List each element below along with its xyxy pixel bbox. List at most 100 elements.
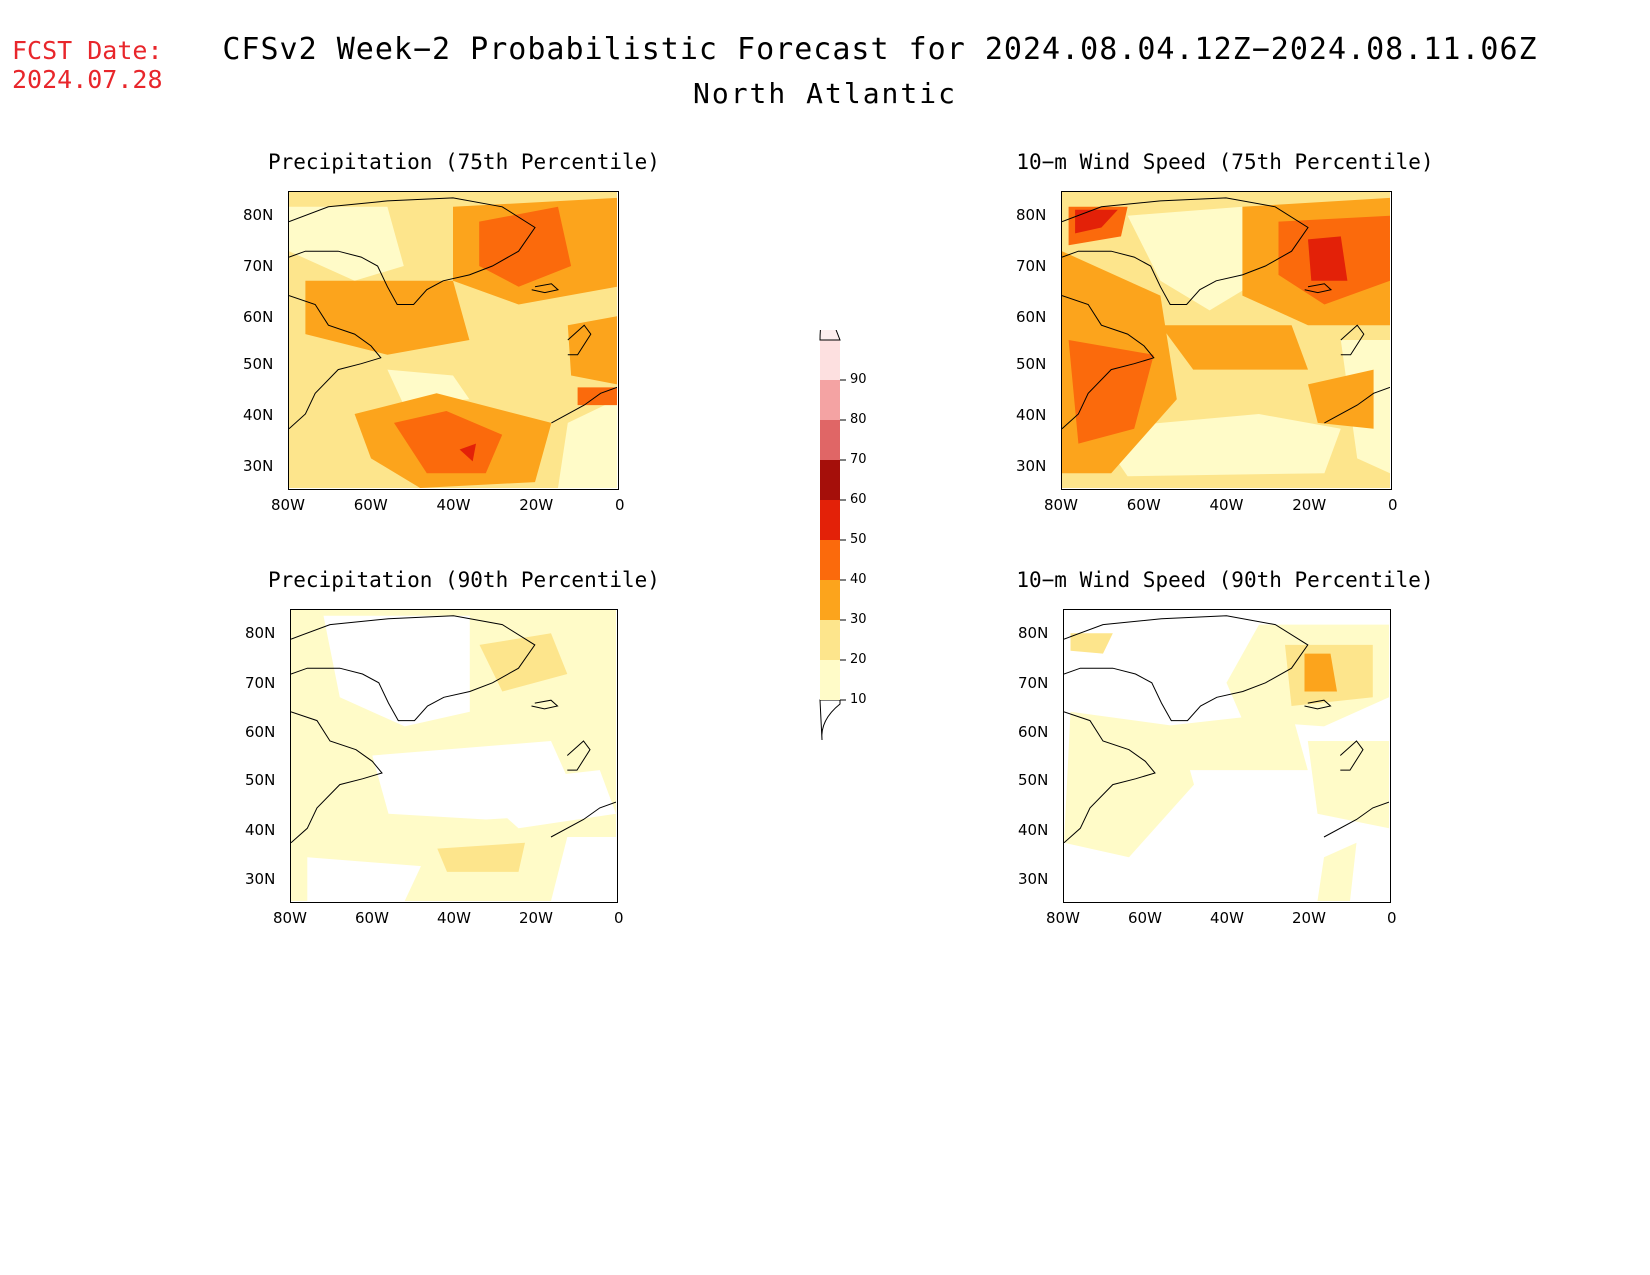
probability-contour — [479, 206, 572, 287]
colorbar-swatch — [820, 620, 840, 660]
coastline — [289, 197, 536, 305]
probability-contour — [437, 842, 525, 872]
probability-contour — [1075, 209, 1118, 234]
lat-tick-label: 80N — [1016, 205, 1047, 224]
coastline — [1062, 295, 1155, 430]
page-title: CFSv2 Week−2 Probabilistic Forecast for … — [222, 32, 1538, 67]
lat-tick-label: 30N — [245, 870, 276, 889]
probability-contour — [1304, 653, 1337, 692]
coastline — [1323, 801, 1389, 838]
field-graphic — [1062, 192, 1390, 488]
lat-tick-label: 30N — [243, 457, 274, 476]
probability-contour — [1308, 236, 1348, 281]
lat-tick-label: 30N — [1016, 457, 1047, 476]
probability-contour — [387, 369, 470, 406]
colorbar-swatch — [820, 420, 840, 460]
colorbar-swatch — [820, 460, 840, 500]
fcst-label: FCST Date: — [12, 36, 163, 65]
probability-contour — [1070, 633, 1113, 654]
lat-tick-label: 80N — [243, 205, 274, 224]
lon-tick-label: 80W — [1044, 496, 1078, 514]
lon-tick-label: 40W — [436, 496, 471, 514]
colorbar-level-label: 90 — [850, 372, 867, 387]
coastline — [567, 324, 592, 356]
map-wind-75 — [1061, 191, 1392, 490]
coastline — [566, 740, 591, 771]
lat-tick-label: 40N — [245, 820, 276, 839]
forecast-date-label: FCST Date: 2024.07.28 — [12, 36, 163, 94]
colorbar-level-label: 30 — [850, 612, 867, 627]
lat-tick-label: 40N — [1016, 406, 1047, 425]
lon-tick-label: 0 — [615, 496, 625, 514]
field-graphic — [1064, 610, 1389, 901]
panel-title-precip-90: Precipitation (90th Percentile) — [268, 568, 660, 592]
lon-tick-label: 20W — [1292, 909, 1326, 927]
coastline — [550, 801, 616, 838]
panel-title-wind-75: 10−m Wind Speed (75th Percentile) — [1016, 150, 1434, 174]
panel-title-precip-75: Precipitation (75th Percentile) — [268, 150, 660, 174]
fcst-date: 2024.07.28 — [12, 65, 163, 94]
colorbar — [808, 330, 868, 750]
colorbar-swatch — [820, 380, 840, 420]
lat-tick-label: 60N — [1016, 307, 1047, 326]
panel-title-wind-90: 10−m Wind Speed (90th Percentile) — [1016, 568, 1434, 592]
probability-contour — [1160, 325, 1308, 370]
lon-tick-label: 40W — [1210, 909, 1244, 927]
lat-tick-label: 80N — [1018, 623, 1049, 642]
probability-contour — [479, 633, 568, 692]
lon-tick-label: 80W — [1046, 909, 1080, 927]
lon-tick-label: 60W — [353, 496, 388, 514]
probability-contour — [1094, 414, 1341, 477]
probability-contour — [1317, 842, 1357, 901]
lat-tick-label: 60N — [243, 307, 274, 326]
coastline — [1340, 324, 1365, 356]
lat-tick-label: 60N — [1018, 723, 1049, 742]
lon-tick-label: 60W — [1128, 909, 1162, 927]
map-wind-90 — [1063, 609, 1391, 903]
lat-tick-label: 40N — [243, 406, 274, 425]
probability-contour — [469, 770, 616, 829]
probability-contour — [551, 837, 616, 901]
field-graphic — [289, 192, 617, 488]
lat-tick-label: 80N — [245, 623, 276, 642]
colorbar-level-label: 80 — [850, 412, 867, 427]
colorbar-swatch — [820, 580, 840, 620]
lat-tick-label: 40N — [1018, 820, 1049, 839]
colorbar-level-label: 50 — [850, 532, 867, 547]
probability-contour — [1308, 369, 1374, 429]
field-graphic — [291, 610, 616, 901]
colorbar-tail-low — [819, 699, 841, 741]
probability-contour — [1064, 711, 1194, 858]
colorbar-swatch — [820, 500, 840, 540]
lon-tick-label: 20W — [519, 496, 554, 514]
lat-tick-label: 70N — [1018, 673, 1049, 692]
probability-contour — [1127, 206, 1259, 311]
colorbar-level-label: 10 — [850, 692, 867, 707]
probability-contour — [1307, 741, 1389, 829]
lat-tick-label: 30N — [1018, 870, 1049, 889]
colorbar-level-label: 20 — [850, 652, 867, 667]
lon-tick-label: 60W — [355, 909, 389, 927]
lon-tick-label: 80W — [273, 909, 307, 927]
region-title: North Atlantic — [692, 77, 957, 110]
probability-contour — [307, 857, 421, 901]
lon-tick-label: 20W — [1292, 496, 1327, 514]
lat-tick-label: 50N — [1018, 770, 1049, 789]
probability-contour — [567, 316, 617, 385]
probability-contour — [305, 280, 470, 355]
lat-tick-label: 70N — [243, 256, 274, 275]
lat-tick-label: 70N — [245, 673, 276, 692]
probability-contour — [459, 443, 476, 462]
probability-contour — [1161, 711, 1308, 771]
lon-tick-label: 0 — [1388, 496, 1398, 514]
colorbar-swatch — [820, 340, 840, 380]
lon-tick-label: 20W — [519, 909, 553, 927]
lat-tick-label: 50N — [245, 770, 276, 789]
colorbar-swatch — [820, 540, 840, 580]
probability-contour — [558, 399, 617, 488]
lon-tick-label: 80W — [271, 496, 305, 514]
probability-contour — [1068, 340, 1154, 444]
coastline — [1304, 699, 1332, 710]
probability-contour — [289, 206, 404, 281]
probability-contour — [323, 615, 470, 727]
